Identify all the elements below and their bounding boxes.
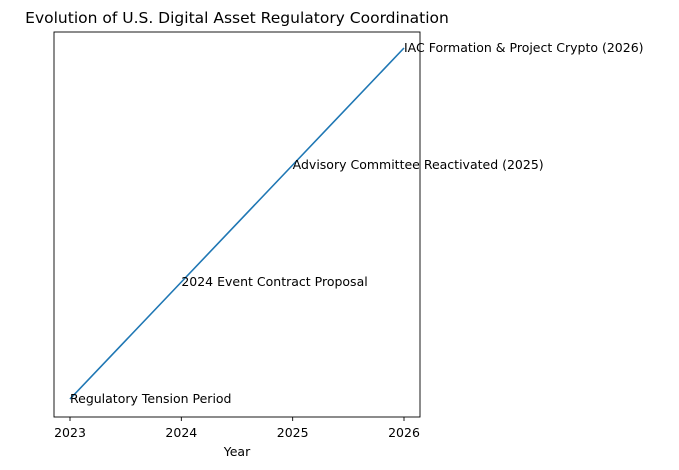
annotation-label: IAC Formation & Project Crypto (2026) [404,40,644,55]
x-tick-label: 2023 [54,425,86,440]
x-axis-ticks: 2023 2024 2025 2026 [54,417,420,440]
annotations: Regulatory Tension Period 2024 Event Cont… [70,40,644,406]
chart-title: Evolution of U.S. Digital Asset Regulato… [25,9,449,27]
x-tick-label: 2024 [165,425,197,440]
annotation-label: Advisory Committee Reactivated (2025) [293,157,544,172]
x-axis-label: Year [223,444,251,459]
annotation-label: Regulatory Tension Period [70,391,232,406]
annotation-label: 2024 Event Contract Proposal [181,274,367,289]
x-tick-label: 2026 [388,425,420,440]
series-line [69,47,405,400]
plot-frame [53,31,421,418]
x-tick-label: 2025 [277,425,309,440]
